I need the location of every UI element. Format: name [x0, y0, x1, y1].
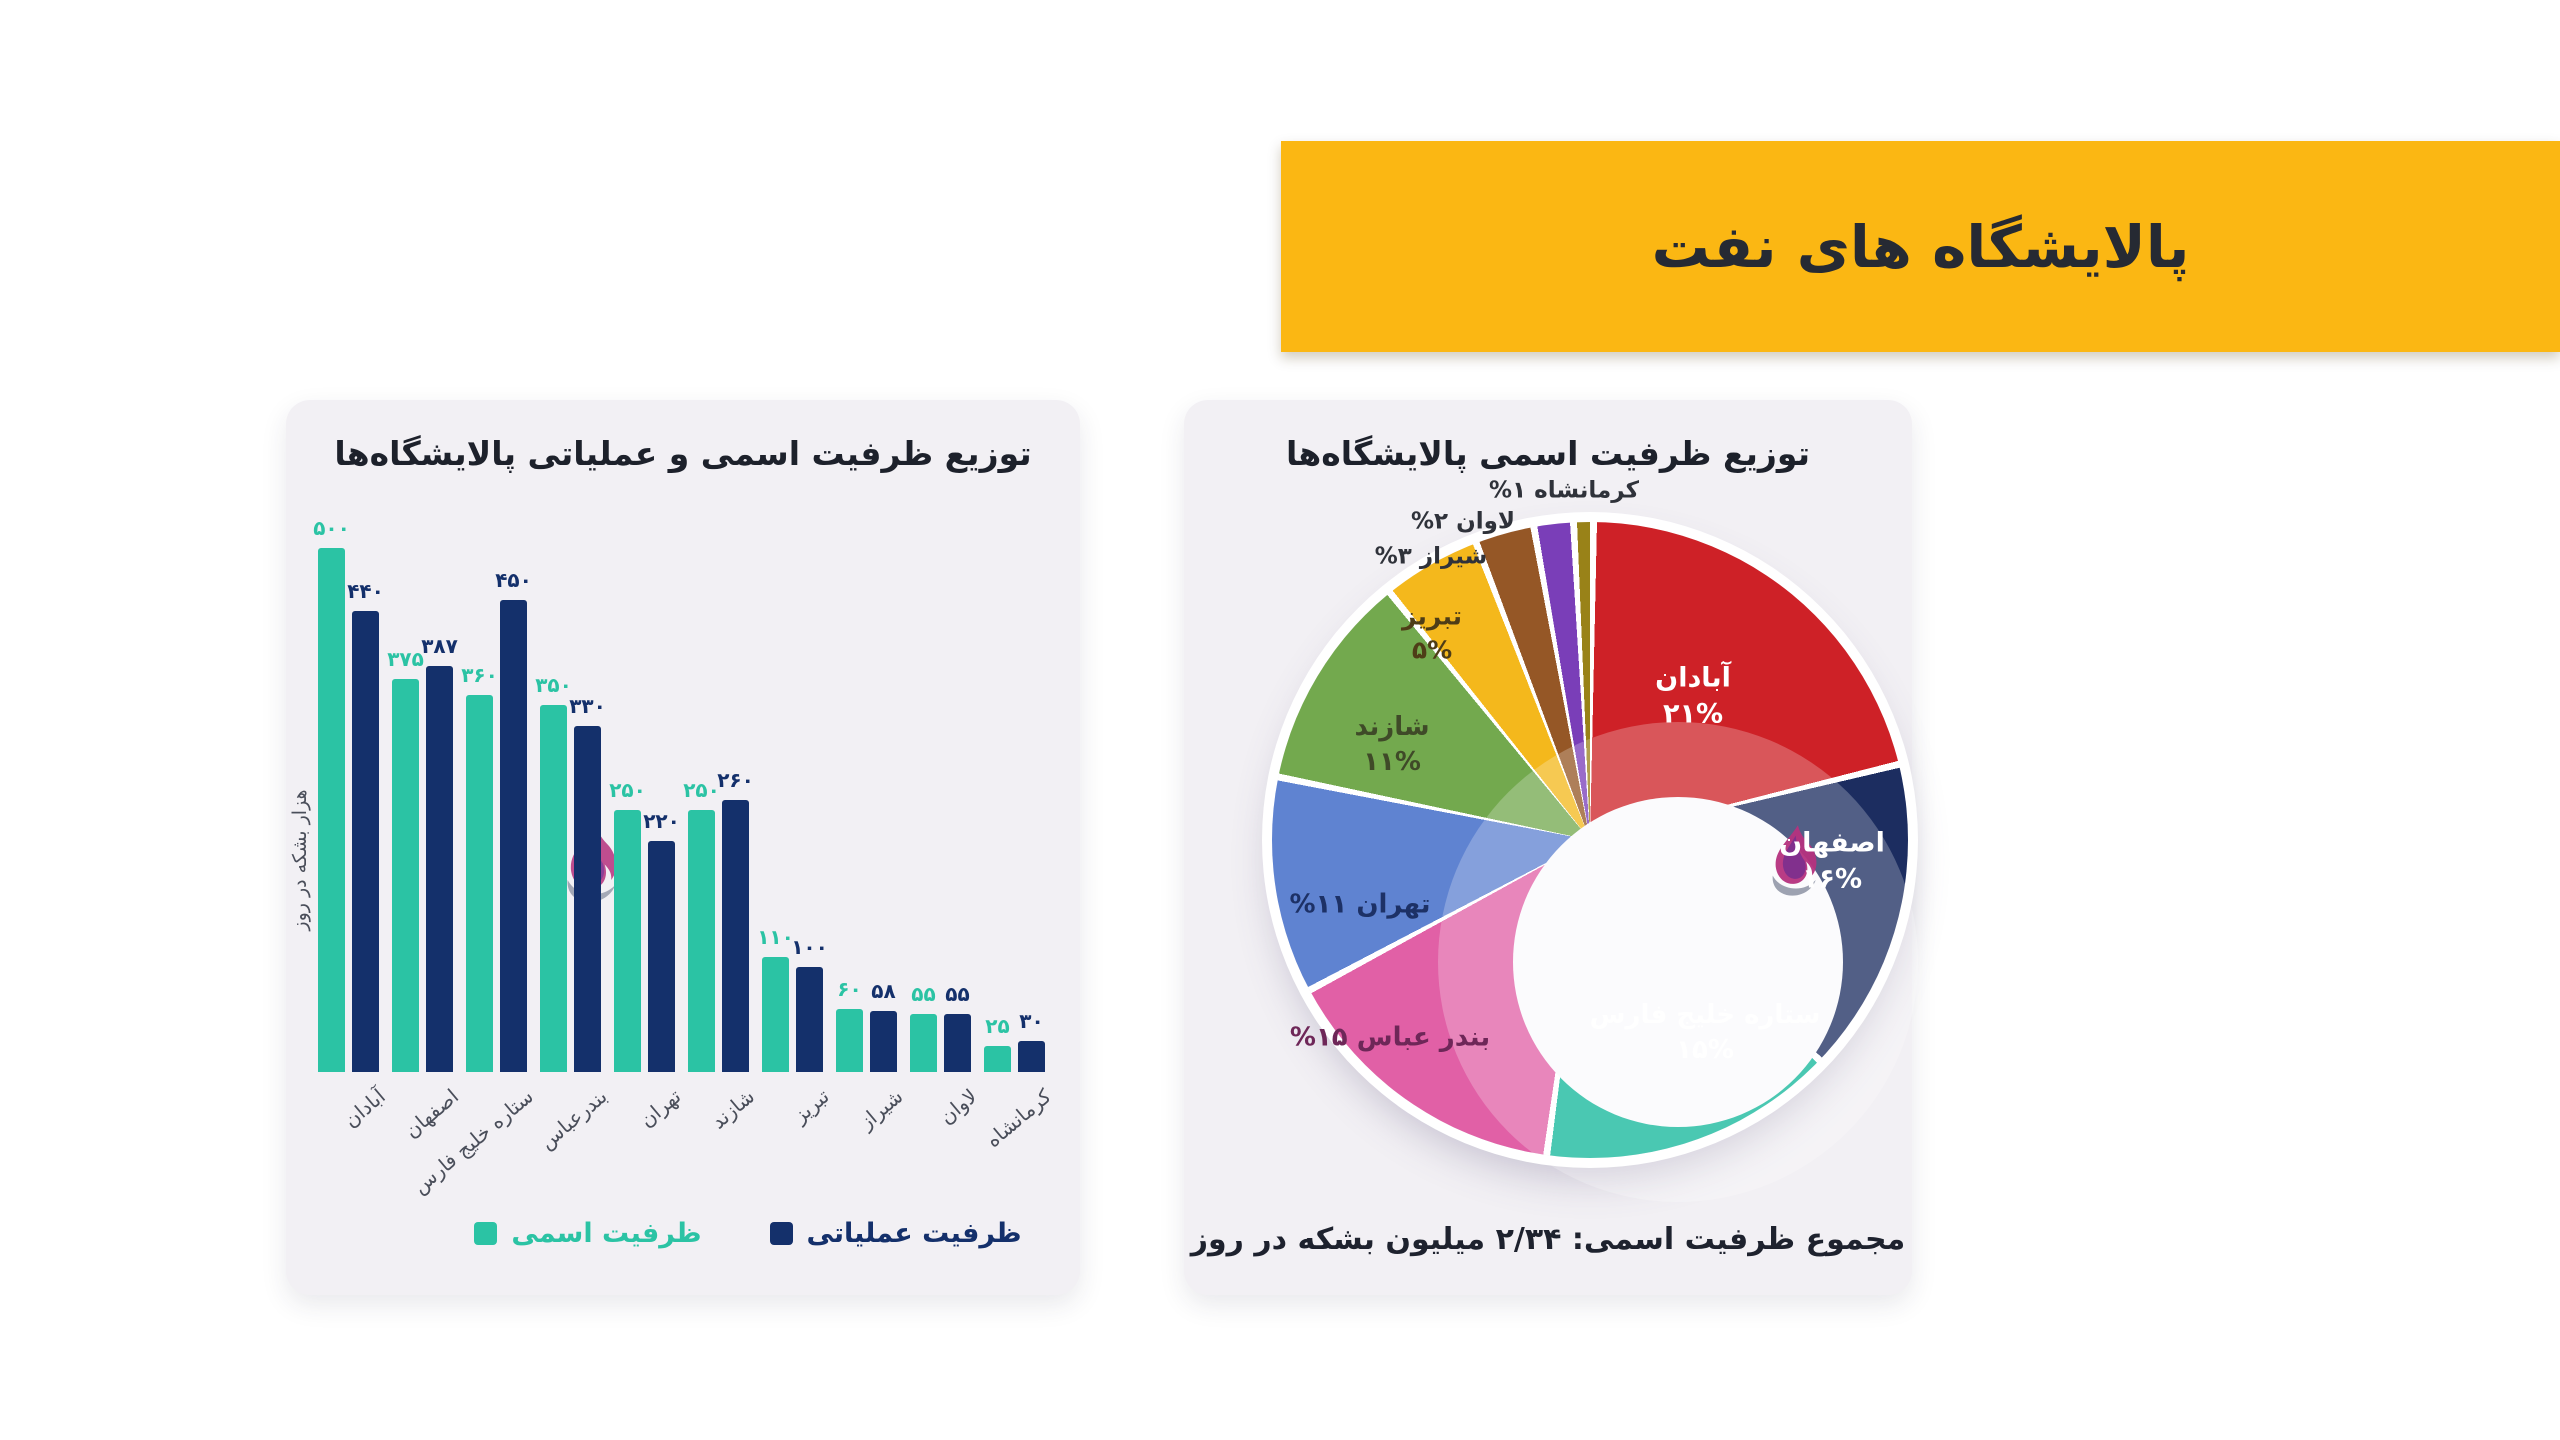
- slide-title: پالایشگاه های نفت: [1651, 212, 2190, 281]
- bar-value-label: ۳۷۵: [387, 647, 424, 671]
- bar-value-label: ۵۸: [871, 979, 896, 1003]
- bar-value-label: ۴۵۰: [495, 568, 532, 592]
- bar-value-label: ۱۰۰: [791, 935, 828, 959]
- donut-slice-label: کرمانشاه ۱%: [1489, 477, 1639, 504]
- bar-nominal: [984, 1046, 1011, 1072]
- bar-value-label: ۴۴۰: [347, 579, 384, 603]
- bar-nominal: [614, 810, 641, 1072]
- bar-operational: [870, 1011, 897, 1072]
- bar-operational: [796, 967, 823, 1072]
- bar-chart-title: توزیع ظرفیت اسمی و عملیاتی پالایشگاه‌ها: [334, 434, 1032, 473]
- bar-operational: [426, 666, 453, 1072]
- bar-value-label: ۲۵۰: [609, 778, 646, 802]
- bar-value-label: ۱۱۰: [757, 925, 794, 949]
- bar-nominal: [392, 679, 419, 1072]
- legend-item-nominal: ظرفیت اسمی: [474, 1218, 702, 1249]
- x-axis-label: شازند: [706, 1084, 760, 1134]
- legend-swatch: [769, 1222, 793, 1245]
- bar-value-label: ۳۰: [1019, 1009, 1044, 1033]
- bar-operational: [500, 600, 527, 1072]
- x-axis-label: تهران: [634, 1084, 686, 1133]
- bar-nominal: [540, 705, 567, 1072]
- bar-value-label: ۵۵: [945, 982, 970, 1006]
- bar-nominal: [836, 1009, 863, 1072]
- donut-slice-label: لاوان ۲%: [1410, 508, 1516, 535]
- bar-nominal: [688, 810, 715, 1072]
- x-axis-label: اصفهان: [400, 1084, 464, 1143]
- x-axis-label: آبادان: [338, 1084, 390, 1133]
- donut-slice-label: شازند ۱۱%: [1354, 711, 1430, 777]
- donut-slice-label: اصفهان ۱۶%: [1779, 827, 1885, 895]
- bar-value-label: ۲۵۰: [683, 778, 720, 802]
- bar-nominal: [466, 695, 493, 1072]
- bar-value-label: ۲۲۰: [643, 809, 680, 833]
- bar-value-label: ۲۶۰: [717, 768, 754, 792]
- bar-value-label: ۳۸۷: [421, 634, 458, 658]
- bar-operational: [648, 841, 675, 1072]
- x-axis-label: بندرعباس: [534, 1084, 612, 1154]
- x-axis-label: لاوان: [934, 1084, 982, 1129]
- bar-value-label: ۳۵۰: [535, 673, 572, 697]
- donut-slice-label: تهران ۱۱%: [1289, 889, 1431, 920]
- x-axis-label: کرمانشاه: [980, 1084, 1056, 1153]
- bar-value-label: ۳۳۰: [569, 694, 606, 718]
- donut-slice-label: آبادان ۲۱%: [1655, 662, 1731, 730]
- slide-title-banner: پالایشگاه های نفت: [1281, 141, 2560, 352]
- bar-operational: [574, 726, 601, 1072]
- bar-operational: [944, 1014, 971, 1072]
- brand-logo-icon: [1755, 822, 1829, 904]
- bar-chart-legend: ظرفیت اسمی ظرفیت عملیاتی: [416, 1218, 1080, 1249]
- bar-nominal: [762, 957, 789, 1072]
- legend-item-operational: ظرفیت عملیاتی: [769, 1218, 1022, 1249]
- bar-value-label: ۲۵: [985, 1014, 1010, 1038]
- donut-total-caption: مجموع ظرفیت اسمی: ۲/۳۴ میلیون بشکه در رو…: [1190, 1222, 1906, 1257]
- bar-value-label: ۳۶۰: [461, 663, 498, 687]
- legend-label: ظرفیت اسمی: [511, 1218, 702, 1249]
- legend-swatch: [474, 1222, 498, 1245]
- bar-value-label: ۶۰: [837, 977, 862, 1001]
- donut-slice-label: ستاره خلیج فارس ۱۵%: [1589, 999, 1821, 1065]
- x-axis-label: تبریز: [787, 1084, 834, 1128]
- bar-nominal: [318, 548, 345, 1072]
- bar-operational: [1018, 1041, 1045, 1072]
- bar-plot: ۵۰۰ ۴۴۰ ۳۷۵ ۳۸۷ ۳۶۰ ۴۵۰ ۳۵۰ ۳۳۰ ۲۵۰ ۲۲۰ ۲۵۰ ۲۶۰ ۱۱۰ ۱…: [286, 400, 1080, 1072]
- donut-slice-label: تبریز ۵%: [1401, 601, 1463, 664]
- donut-slice-label: شیراز ۳%: [1374, 543, 1488, 570]
- donut-chart-card: توزیع ظرفیت اسمی پالایشگاه‌ها آبادان ۲۱% ا…: [1184, 400, 1918, 1295]
- bar-value-label: ۵۰۰: [313, 516, 350, 540]
- bar-value-label: ۵۵: [911, 982, 936, 1006]
- y-axis-label: هزار بشکه در روز: [289, 789, 311, 931]
- bar-operational: [722, 800, 749, 1072]
- donut-slice-label: بندر عباس ۱۵%: [1289, 1022, 1491, 1053]
- donut-chart-title: توزیع ظرفیت اسمی پالایشگاه‌ها: [1285, 434, 1811, 473]
- x-axis-label: شیراز: [854, 1084, 908, 1134]
- bar-chart-card: توزیع ظرفیت اسمی و عملیاتی پالایشگاه‌ها …: [286, 400, 1080, 1295]
- x-axis-labels: آبادان اصفهان ستاره خلیج فارس بندرعباس تهران…: [286, 1084, 1080, 1234]
- legend-label: ظرفیت عملیاتی: [806, 1218, 1022, 1249]
- bar-nominal: [910, 1014, 937, 1072]
- bar-operational: [352, 611, 379, 1072]
